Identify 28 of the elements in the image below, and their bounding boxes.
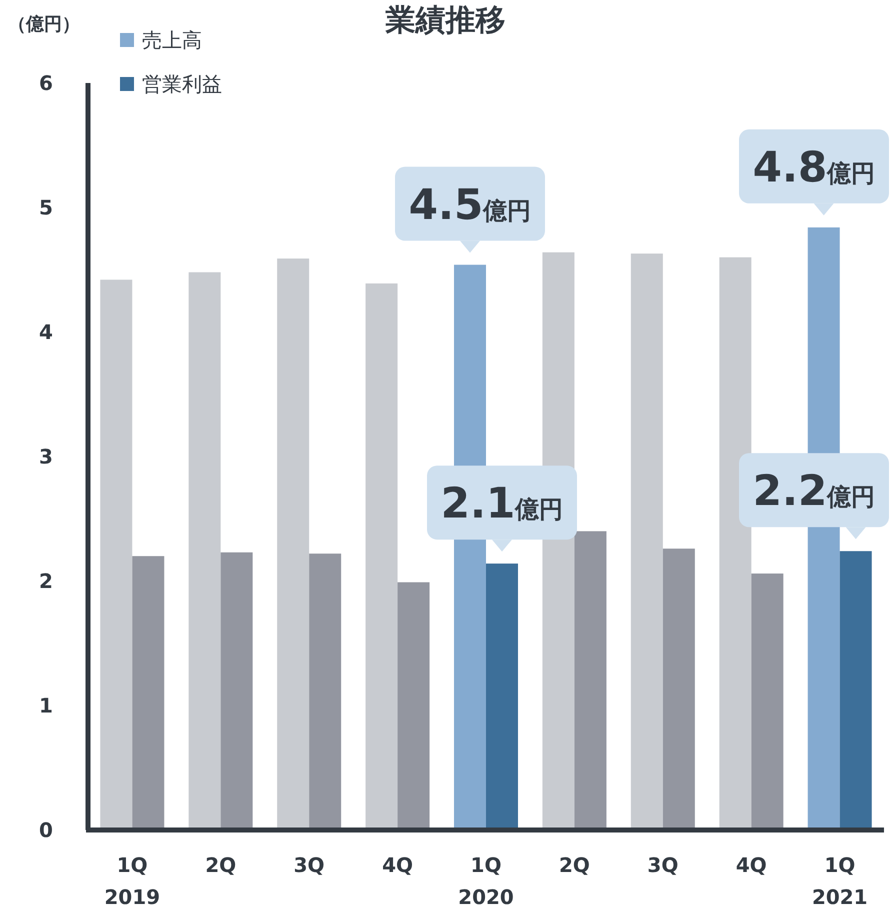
y-tick-label: 6 (39, 71, 53, 95)
y-tick-label: 4 (39, 320, 53, 344)
data-label: 4.8億円 (752, 142, 876, 192)
label: 4.5億円 (395, 166, 545, 253)
chart-title: 業績推移 (384, 3, 506, 38)
y-tick-label: 1 (39, 694, 53, 718)
x-tick-label: 1Q 2019 (104, 853, 160, 908)
y-tick-label: 2 (39, 569, 53, 593)
label: 4.8億円 (739, 129, 889, 216)
label: 2.2億円 (739, 453, 889, 540)
y-tick-label: 5 (39, 196, 53, 220)
y-tick-label: 0 (39, 818, 53, 842)
data-label: 2.2億円 (752, 466, 876, 516)
y-tick-label: 3 (39, 444, 53, 468)
legend-label: 売上高 (142, 28, 202, 52)
x-tick-label: 2Q (558, 853, 590, 877)
x-tick-label: 3Q (647, 853, 678, 877)
x-tick-label: 2Q (205, 853, 236, 877)
x-tick-label: 1Q 2021 (812, 853, 868, 908)
y-axis-title: （億円） (8, 14, 80, 35)
x-tick-label: 1Q 2020 (458, 853, 514, 908)
x-tick-label: 4Q (382, 853, 414, 877)
x-tick-label: 3Q (294, 853, 325, 877)
label: 2.1億円 (427, 466, 577, 552)
x-tick-label: 4Q (736, 853, 767, 877)
data-label: 2.1億円 (440, 478, 564, 528)
data-label: 4.5億円 (408, 180, 532, 229)
legend-label: 営業利益 (142, 72, 222, 96)
